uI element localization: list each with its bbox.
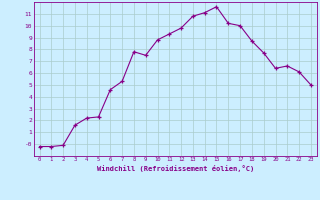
X-axis label: Windchill (Refroidissement éolien,°C): Windchill (Refroidissement éolien,°C) <box>97 165 254 172</box>
